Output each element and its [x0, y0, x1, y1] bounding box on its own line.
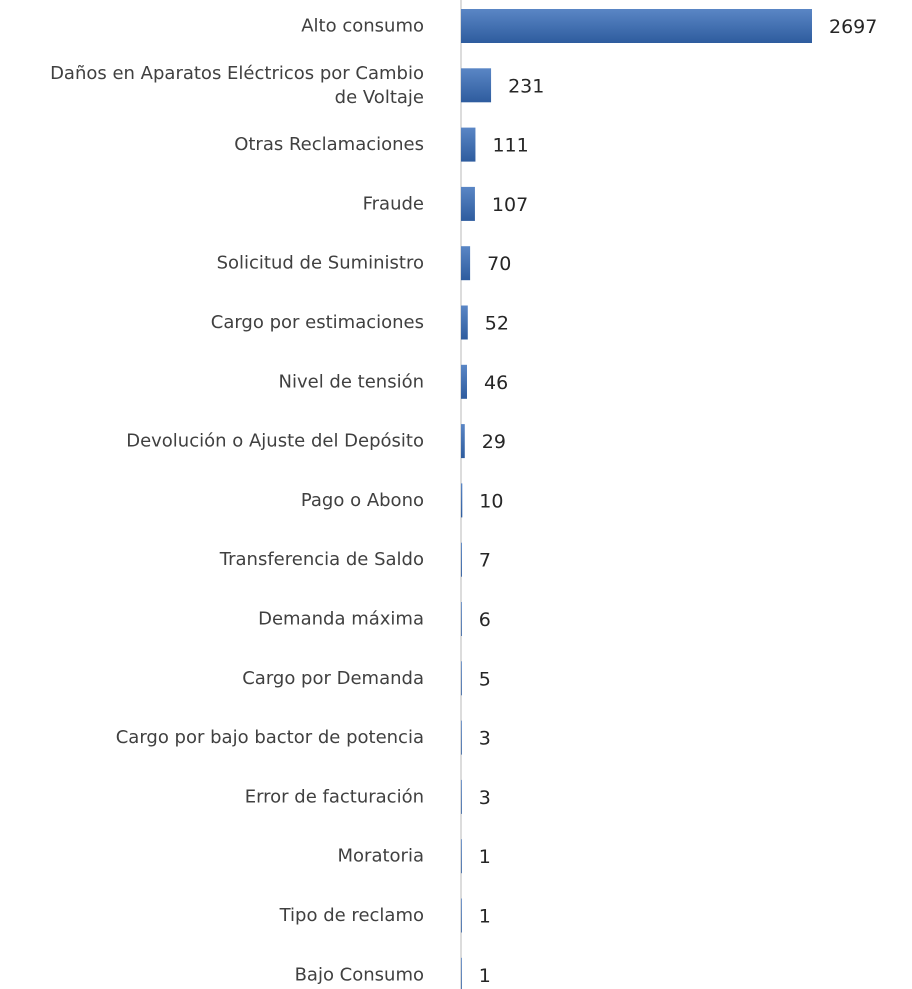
value-label: 3	[479, 787, 491, 809]
value-label: 1	[479, 965, 491, 987]
bar	[461, 483, 463, 518]
value-label: 10	[479, 490, 503, 512]
category-label: Tipo de reclamo	[279, 905, 424, 926]
category-label: Fraude	[363, 193, 424, 214]
category-label: Cargo por Demanda	[242, 668, 424, 689]
bar	[461, 68, 492, 103]
value-label: 2697	[829, 16, 877, 38]
bar	[461, 898, 462, 933]
category-label: Nivel de tensión	[279, 371, 424, 392]
value-label: 7	[479, 550, 491, 572]
category-label: Moratoria	[338, 846, 424, 867]
bar	[461, 957, 462, 989]
value-label: 52	[485, 313, 509, 335]
bar	[461, 127, 476, 162]
bar	[461, 364, 467, 399]
value-label: 46	[484, 372, 508, 394]
value-label: 5	[479, 668, 491, 690]
category-label: Solicitud de Suministro	[217, 253, 424, 274]
category-label: Otras Reclamaciones	[234, 134, 424, 155]
value-label: 6	[479, 609, 491, 631]
category-label: Cargo por estimaciones	[211, 312, 424, 333]
bar	[461, 720, 462, 755]
category-label: Alto consumo	[301, 16, 424, 37]
bar	[461, 839, 462, 874]
category-label: Error de facturación	[245, 786, 424, 807]
category-label: Demanda máxima	[258, 609, 424, 630]
bar	[461, 246, 471, 281]
bar	[461, 424, 465, 459]
category-label: Bajo Consumo	[295, 964, 424, 985]
bar	[461, 186, 475, 221]
value-label: 3	[479, 728, 491, 750]
value-label: 70	[487, 253, 511, 275]
category-label: Devolución o Ajuste del Depósito	[126, 431, 424, 452]
value-label: 1	[479, 846, 491, 868]
bar	[461, 779, 462, 814]
category-label: Pago o Abono	[301, 490, 424, 511]
bar	[461, 542, 462, 577]
value-label: 1	[479, 906, 491, 928]
value-label: 29	[482, 431, 506, 453]
bar	[461, 602, 462, 636]
bar	[461, 9, 812, 43]
category-label: Transferencia de Saldo	[219, 549, 424, 570]
category-labels: Alto consumo Daños en Aparatos Eléctricos…	[50, 16, 424, 986]
value-label: 107	[492, 194, 528, 216]
value-label: 231	[508, 75, 544, 97]
category-label: Cargo por bajo bactor de potencia	[116, 727, 424, 748]
bar	[461, 305, 468, 340]
category-label: Daños en Aparatos Eléctricos por Cambio d…	[50, 63, 424, 108]
bars	[461, 9, 812, 989]
value-label: 111	[492, 135, 528, 157]
bar	[461, 661, 462, 696]
